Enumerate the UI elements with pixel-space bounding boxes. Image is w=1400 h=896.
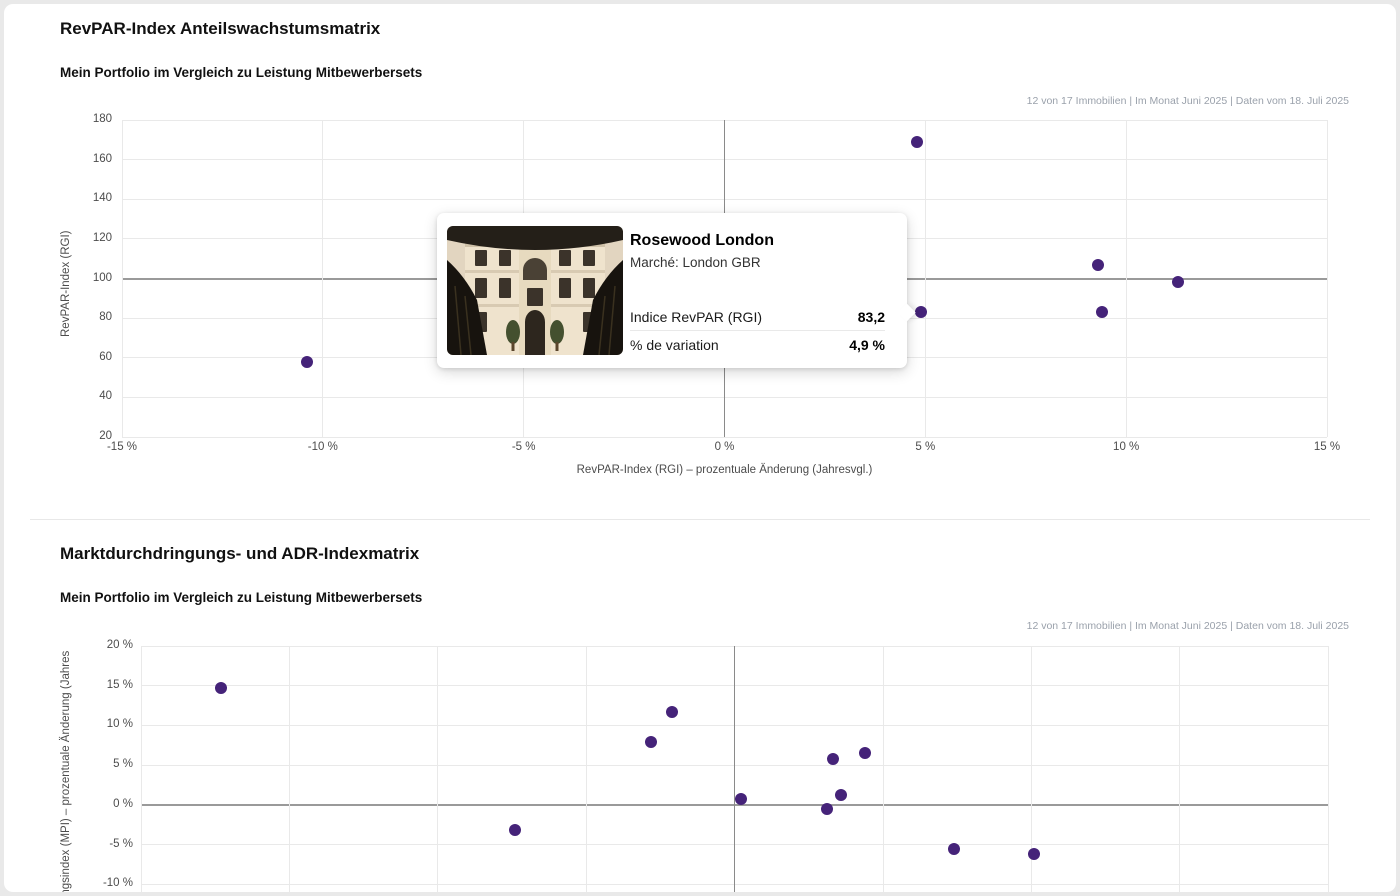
y-tick-label: 40 <box>99 390 112 403</box>
x-tick-label: 15 % <box>1313 441 1341 453</box>
gridline-v <box>322 120 324 437</box>
scatter-point[interactable] <box>215 682 228 695</box>
tooltip-market: Marché: London GBR <box>630 255 761 270</box>
tooltip-separator <box>630 330 885 331</box>
y-tick-label: -10 % <box>102 877 133 890</box>
gridline-v <box>437 646 439 892</box>
x-tick-label: 0 % <box>714 441 735 453</box>
tooltip-row-rgi-value: 83,2 <box>857 309 885 325</box>
section-divider <box>30 519 1370 520</box>
scatter-point[interactable] <box>1096 306 1109 319</box>
gridline-v <box>924 120 926 437</box>
chart1-meta: 12 von 17 Immobilien | Im Monat Juni 202… <box>1026 95 1349 107</box>
x-tick-label: 5 % <box>915 441 936 453</box>
y-tick-label: 10 % <box>106 718 133 731</box>
x-tick-label: -15 % <box>106 441 138 453</box>
scatter-point[interactable] <box>826 752 839 765</box>
revpar-matrix-chart: 180 160 140 120 100 80 60 40 20 -15 % -10 % -5 % 0 %… <box>4 4 1396 892</box>
mpi-adr-matrix-chart: 20 % 15 % 10 % 5 % 0 % -5 % -10 % <box>4 4 1396 892</box>
gridline-h <box>141 844 1329 845</box>
gridline-h <box>141 724 1329 726</box>
tooltip-arrow <box>897 303 916 322</box>
chart1-y-axis-label: RevPAR-Index (RGI) <box>60 230 72 337</box>
gridline-h <box>122 396 1327 398</box>
hotel-photo-illustration <box>447 226 623 355</box>
y-tick-label: 160 <box>92 152 112 165</box>
chart2-subtitle: Mein Portfolio im Vergleich zu Leistung … <box>60 590 423 605</box>
scatter-point[interactable] <box>835 789 848 802</box>
scatter-point[interactable] <box>820 802 833 815</box>
scatter-point[interactable] <box>1028 848 1041 861</box>
scatter-point[interactable] <box>911 135 924 148</box>
report-page: RevPAR-Index Anteilswachstumsmatrix Mein… <box>4 4 1396 892</box>
tooltip-row-rgi-label: Indice RevPAR (RGI) <box>630 309 762 325</box>
y-tick-label: 15 % <box>106 678 133 691</box>
reference-line-h <box>141 803 1329 806</box>
gridline-h <box>122 198 1327 200</box>
scatter-point[interactable] <box>1092 258 1105 271</box>
gridline-h <box>122 119 1327 121</box>
y-tick-label: 20 % <box>106 639 133 651</box>
scatter-point[interactable] <box>666 705 679 718</box>
hotel-photo <box>447 226 623 355</box>
gridline-v <box>882 646 884 892</box>
y-tick-label: 140 <box>92 192 112 205</box>
tooltip-row-variation-value: 4,9 % <box>849 337 885 353</box>
chart1-x-axis-label: RevPAR-Index (RGI) – prozentuale Änderun… <box>576 464 873 476</box>
tooltip-row-rgi: Indice RevPAR (RGI) 83,2 <box>630 309 885 325</box>
x-tick-label: 10 % <box>1113 441 1140 453</box>
scatter-point[interactable] <box>734 793 747 806</box>
gridline-h <box>141 764 1329 766</box>
gridline-v <box>1179 646 1181 892</box>
y-tick-label: 180 <box>92 113 112 125</box>
reference-line-v <box>733 646 736 892</box>
tooltip-hotel-name: Rosewood London <box>630 232 774 249</box>
scatter-point[interactable] <box>300 355 313 368</box>
chart1-subtitle: Mein Portfolio im Vergleich zu Leistung … <box>60 65 423 80</box>
gridline-v <box>585 646 587 892</box>
gridline-h <box>141 685 1329 687</box>
gridline-v <box>1125 120 1127 437</box>
gridline-h <box>141 645 1329 647</box>
gridline-v <box>288 646 290 892</box>
x-tick-label: -10 % <box>307 441 338 453</box>
gridline-v <box>140 646 142 892</box>
gridline-v <box>1327 646 1329 892</box>
y-tick-label: 60 <box>99 350 112 363</box>
gridline-h <box>122 436 1327 438</box>
chart2-title: Marktdurchdringungs- und ADR-Indexmatrix <box>60 544 420 563</box>
scatter-point[interactable] <box>915 305 928 318</box>
y-tick-label: 5 % <box>113 758 133 771</box>
gridline-h <box>141 883 1329 885</box>
y-tick-label: 20 <box>99 430 112 442</box>
chart1-title: RevPAR-Index Anteilswachstumsmatrix <box>60 19 381 38</box>
scatter-point[interactable] <box>859 747 872 760</box>
gridline-v <box>1326 120 1328 437</box>
tooltip-row-variation: % de variation 4,9 % <box>630 337 885 353</box>
tooltip-row-variation-label: % de variation <box>630 337 719 353</box>
gridline-v <box>121 120 123 437</box>
chart2-meta: 12 von 17 Immobilien | Im Monat Juni 202… <box>1026 620 1349 632</box>
y-tick-label: 0 % <box>113 797 133 810</box>
gridline-h <box>122 159 1327 161</box>
scatter-point[interactable] <box>948 843 961 856</box>
scatter-point[interactable] <box>1172 276 1185 289</box>
x-tick-label: -5 % <box>511 441 536 453</box>
scatter-point[interactable] <box>645 736 658 749</box>
y-tick-label: -5 % <box>109 837 133 850</box>
hotel-tooltip: Rosewood London Marché: London GBR Indic… <box>437 213 916 368</box>
chart2-y-axis-label: ungsindex (MPI) – prozentuale Änderung (… <box>60 650 72 892</box>
scatter-point[interactable] <box>508 824 521 837</box>
